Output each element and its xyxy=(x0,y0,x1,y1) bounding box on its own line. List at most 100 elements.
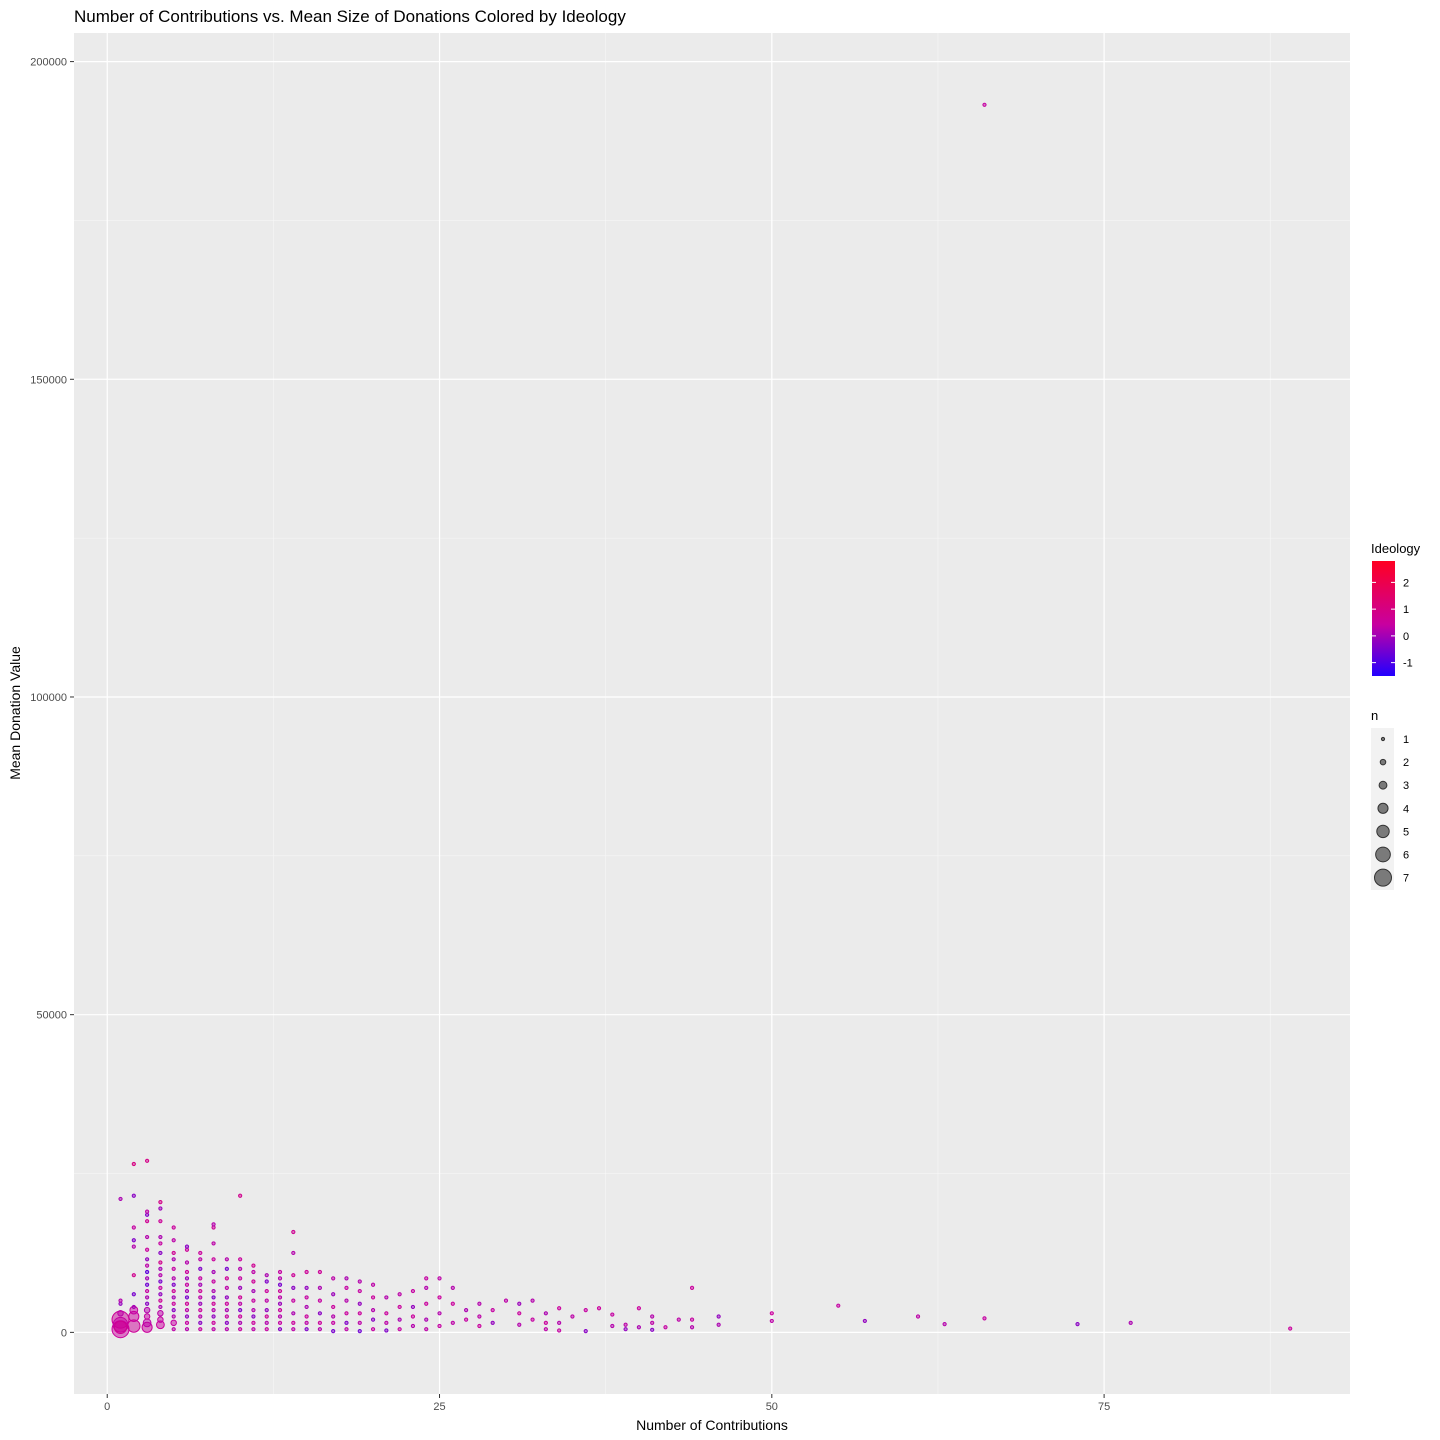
data-point xyxy=(158,1298,163,1303)
data-point xyxy=(370,1295,376,1300)
data-point xyxy=(277,1276,283,1281)
data-point xyxy=(145,1301,150,1306)
data-point xyxy=(131,1193,136,1198)
data-point xyxy=(344,1327,349,1332)
data-point xyxy=(145,1263,150,1268)
data-point xyxy=(331,1320,336,1325)
data-point xyxy=(171,1257,176,1262)
data-point xyxy=(357,1328,362,1334)
y-tick-label: 50000 xyxy=(36,1010,67,1022)
data-point xyxy=(530,1317,535,1322)
data-point xyxy=(224,1266,229,1271)
data-point xyxy=(198,1257,203,1262)
data-point xyxy=(304,1314,309,1319)
data-point xyxy=(291,1250,296,1256)
data-point xyxy=(291,1320,296,1325)
data-point xyxy=(113,1320,128,1334)
data-point xyxy=(530,1298,535,1303)
colorbar-tick-label: 0 xyxy=(1403,631,1409,643)
data-point xyxy=(410,1323,416,1329)
data-point xyxy=(716,1314,721,1319)
data-point xyxy=(384,1295,389,1300)
data-point xyxy=(184,1295,190,1300)
y-tick-label: 150000 xyxy=(30,374,67,386)
data-point xyxy=(384,1328,389,1333)
x-tick-label: 75 xyxy=(1098,1401,1110,1413)
data-point xyxy=(331,1314,336,1319)
data-point xyxy=(211,1295,216,1300)
ideology-colorbar xyxy=(1372,561,1395,676)
data-point xyxy=(251,1263,256,1268)
data-point xyxy=(211,1241,216,1246)
data-point xyxy=(184,1282,190,1287)
data-point xyxy=(357,1288,362,1294)
data-point xyxy=(769,1311,774,1316)
data-point xyxy=(158,1273,163,1278)
data-point xyxy=(331,1328,336,1334)
data-point xyxy=(291,1311,296,1316)
data-point xyxy=(224,1320,229,1325)
data-point xyxy=(543,1311,548,1316)
data-point xyxy=(437,1295,442,1300)
data-point xyxy=(238,1308,243,1313)
size-key-label: 1 xyxy=(1403,734,1409,746)
data-point xyxy=(171,1282,176,1287)
data-point xyxy=(490,1320,495,1325)
data-point xyxy=(211,1308,216,1313)
data-point xyxy=(291,1298,296,1303)
data-point xyxy=(184,1301,190,1306)
size-legend: n 1 2 3 4 5 6 7 xyxy=(1371,708,1409,890)
data-point xyxy=(224,1295,229,1300)
data-point xyxy=(145,1219,150,1224)
x-tick-label: 25 xyxy=(433,1401,445,1413)
data-point xyxy=(198,1288,203,1294)
data-point xyxy=(557,1306,562,1311)
grid-major xyxy=(74,33,1350,1394)
data-point xyxy=(370,1327,376,1332)
data-point xyxy=(145,1209,150,1214)
data-point xyxy=(291,1285,296,1290)
data-point xyxy=(570,1314,575,1319)
data-point xyxy=(583,1328,588,1334)
x-tick-label: 0 xyxy=(104,1401,110,1413)
data-point xyxy=(370,1282,376,1287)
data-point xyxy=(636,1325,641,1330)
data-point xyxy=(171,1276,176,1281)
data-point xyxy=(1128,1320,1133,1325)
data-point xyxy=(158,1279,163,1284)
data-point xyxy=(184,1244,190,1249)
data-point xyxy=(331,1304,336,1310)
data-point xyxy=(131,1161,136,1167)
data-point xyxy=(317,1311,322,1316)
data-point xyxy=(716,1322,721,1327)
data-point xyxy=(251,1269,256,1275)
data-point xyxy=(264,1320,269,1325)
data-point xyxy=(397,1304,402,1310)
data-point xyxy=(650,1327,655,1332)
data-point xyxy=(251,1320,256,1325)
data-point xyxy=(238,1266,243,1271)
data-point xyxy=(145,1282,150,1287)
data-point xyxy=(623,1327,628,1332)
data-point xyxy=(517,1301,522,1306)
data-point xyxy=(477,1314,482,1319)
data-point xyxy=(224,1276,229,1281)
data-point xyxy=(464,1308,469,1313)
data-point xyxy=(264,1327,269,1332)
data-point xyxy=(118,1298,123,1303)
data-point xyxy=(171,1238,176,1243)
data-point xyxy=(317,1298,322,1303)
data-point xyxy=(517,1322,522,1327)
data-point xyxy=(437,1311,442,1316)
data-point xyxy=(211,1320,216,1325)
data-point xyxy=(277,1320,283,1325)
data-point xyxy=(610,1312,615,1317)
colorbar-tick-label: 1 xyxy=(1403,604,1409,616)
data-point xyxy=(184,1269,190,1275)
data-point xyxy=(317,1327,322,1332)
data-point xyxy=(277,1314,283,1319)
data-point xyxy=(344,1320,349,1325)
data-point xyxy=(158,1266,163,1271)
data-point xyxy=(557,1320,562,1325)
data-point xyxy=(344,1298,349,1303)
